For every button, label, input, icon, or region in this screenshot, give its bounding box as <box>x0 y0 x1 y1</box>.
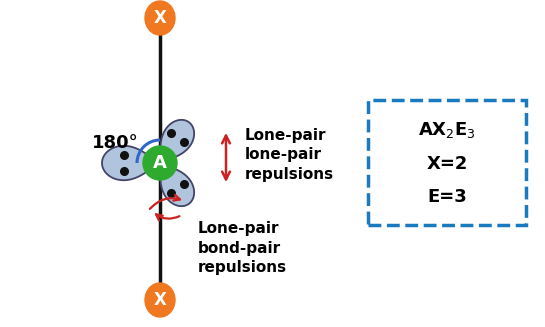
Text: Lone-pair
bond-pair
repulsions: Lone-pair bond-pair repulsions <box>198 221 287 275</box>
Text: Lone-pair
lone-pair
repulsions: Lone-pair lone-pair repulsions <box>245 128 334 182</box>
Text: 180°: 180° <box>92 134 138 152</box>
FancyArrowPatch shape <box>150 195 180 209</box>
Text: A: A <box>153 154 167 172</box>
FancyArrowPatch shape <box>156 214 179 220</box>
Text: E=3: E=3 <box>427 188 467 206</box>
Bar <box>368 100 526 225</box>
Text: X: X <box>154 9 166 27</box>
Polygon shape <box>102 146 160 180</box>
Ellipse shape <box>145 1 175 35</box>
Text: X: X <box>154 291 166 309</box>
Text: AX$_2$E$_3$: AX$_2$E$_3$ <box>418 120 476 140</box>
Polygon shape <box>160 163 194 206</box>
Ellipse shape <box>145 283 175 317</box>
Text: X=2: X=2 <box>426 155 468 173</box>
Circle shape <box>143 146 177 180</box>
Polygon shape <box>160 120 194 163</box>
